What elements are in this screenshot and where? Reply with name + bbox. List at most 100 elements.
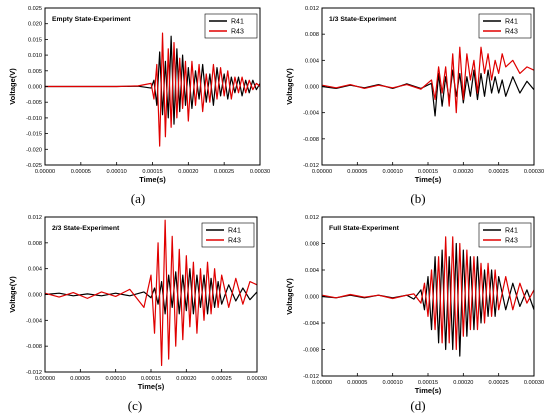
- legend-label: R43: [505, 29, 518, 36]
- panel-caption: (c): [128, 398, 142, 413]
- x-tick-label: 0.00015: [418, 169, 438, 175]
- x-tick-label: 0.00000: [312, 380, 332, 386]
- y-tick-label: 0.015: [28, 37, 42, 43]
- y-tick-label: 0.000: [28, 85, 42, 91]
- x-tick-label: 0.00030: [524, 380, 544, 386]
- y-tick-label: 0.012: [305, 215, 319, 221]
- x-tick-label: 0.00005: [71, 169, 91, 175]
- y-tick-label: 0.025: [28, 6, 42, 12]
- x-tick-label: 0.00030: [250, 169, 270, 175]
- y-axis-label: Voltage(V): [8, 68, 17, 105]
- chart-title: Empty State-Experiment: [52, 16, 131, 23]
- x-tick-label: 0.00025: [214, 169, 234, 175]
- y-tick-label: -0.012: [303, 374, 319, 380]
- chart-panel-2: 0.00000 0.00005 0.00010 0.00015 0.00020 0.000…: [285, 6, 544, 206]
- x-tick-label: 0.00010: [383, 169, 403, 175]
- legend-box: [478, 222, 532, 248]
- x-tick-label: 0.00000: [35, 169, 55, 175]
- x-tick-label: 0.00010: [107, 169, 127, 175]
- y-tick-label: 0.004: [305, 268, 319, 274]
- x-tick-label: 0.00015: [142, 169, 162, 175]
- series-line-r41: [321, 69, 535, 117]
- y-tick-label: -0.025: [26, 163, 42, 169]
- chart-panel-4: 0.00000 0.00005 0.00010 0.00015 0.00020 0.000…: [285, 215, 544, 413]
- y-tick-label: -0.020: [26, 147, 42, 153]
- panel-caption: (d): [410, 398, 425, 413]
- x-tick-label: 0.00025: [212, 376, 232, 382]
- legend-label: R41: [505, 228, 518, 235]
- chart-title: Full State-Experiment: [329, 225, 400, 232]
- y-axis-label: Voltage(V): [285, 278, 294, 315]
- panel-caption: (a): [131, 191, 145, 206]
- y-tick-label: 0.008: [305, 32, 319, 38]
- y-tick-label: 0.004: [28, 267, 42, 273]
- y-tick-label: -0.004: [303, 111, 319, 117]
- x-tick-label: 0.00015: [141, 376, 161, 382]
- series-line-r43: [321, 46, 535, 114]
- x-tick-label: 0.00020: [178, 169, 198, 175]
- legend-box: [204, 13, 258, 39]
- legend-label: R43: [505, 238, 518, 245]
- x-tick-label: 0.00005: [347, 169, 367, 175]
- y-tick-label: 0.005: [28, 69, 42, 75]
- y-tick-label: 0.008: [28, 241, 42, 247]
- x-axis-label: Time(s): [138, 382, 165, 391]
- x-tick-label: 0.00010: [383, 380, 403, 386]
- x-axis-label: Time(s): [415, 175, 442, 184]
- legend-label: R41: [228, 228, 241, 235]
- y-tick-label: -0.005: [26, 100, 42, 106]
- x-axis-label: Time(s): [139, 175, 166, 184]
- series-line-r41: [45, 35, 261, 125]
- y-tick-label: -0.008: [26, 344, 42, 350]
- y-tick-label: 0.020: [28, 22, 42, 28]
- y-tick-label: 0.008: [305, 242, 319, 248]
- series-line-r41: [321, 242, 535, 357]
- series-line-r43: [321, 236, 535, 351]
- series-line-r43: [44, 219, 258, 367]
- legend-box: [201, 222, 255, 248]
- legend-label: R41: [231, 19, 244, 26]
- chart-title: 2/3 State-Experiment: [52, 225, 120, 232]
- x-tick-label: 0.00005: [347, 380, 367, 386]
- x-tick-label: 0.00010: [106, 376, 126, 382]
- y-tick-label: 0.000: [305, 295, 319, 301]
- panel-caption: (b): [410, 191, 425, 206]
- y-tick-label: -0.004: [303, 321, 319, 327]
- chart-panel-3: 0.00000 0.00005 0.00010 0.00015 0.00020 0.000…: [8, 215, 267, 413]
- y-axis-label: Voltage(V): [8, 276, 17, 313]
- x-tick-label: 0.00020: [453, 380, 473, 386]
- x-tick-label: 0.00020: [453, 169, 473, 175]
- y-tick-label: 0.000: [305, 85, 319, 91]
- x-tick-label: 0.00025: [489, 380, 509, 386]
- x-tick-label: 0.00000: [312, 169, 332, 175]
- y-tick-label: -0.012: [26, 370, 42, 376]
- series-line-r43: [45, 32, 261, 147]
- legend-label: R43: [231, 29, 244, 36]
- chart-panel-1: 0.00000 0.00005 0.00010 0.00015 0.00020 0.000…: [8, 6, 270, 206]
- x-tick-label: 0.00000: [35, 376, 55, 382]
- x-axis-label: Time(s): [415, 386, 442, 395]
- legend-label: R43: [228, 238, 241, 245]
- x-tick-label: 0.00015: [418, 380, 438, 386]
- y-tick-label: -0.015: [26, 132, 42, 138]
- y-tick-label: 0.000: [28, 293, 42, 299]
- x-tick-label: 0.00030: [524, 169, 544, 175]
- x-tick-label: 0.00030: [247, 376, 267, 382]
- y-tick-label: -0.008: [303, 348, 319, 354]
- x-tick-label: 0.00020: [176, 376, 196, 382]
- chart-title: 1/3 State-Experiment: [329, 16, 397, 23]
- legend-box: [478, 13, 532, 39]
- y-tick-label: -0.012: [303, 163, 319, 169]
- y-tick-label: 0.012: [305, 6, 319, 12]
- y-tick-label: 0.010: [28, 53, 42, 59]
- x-tick-label: 0.00025: [489, 169, 509, 175]
- y-tick-label: -0.008: [303, 137, 319, 143]
- x-tick-label: 0.00005: [70, 376, 90, 382]
- y-axis-label: Voltage(V): [285, 68, 294, 105]
- y-tick-label: -0.004: [26, 318, 42, 324]
- y-tick-label: -0.010: [26, 116, 42, 122]
- y-tick-label: 0.004: [305, 58, 319, 64]
- legend-label: R41: [505, 19, 518, 26]
- y-tick-label: 0.012: [28, 215, 42, 221]
